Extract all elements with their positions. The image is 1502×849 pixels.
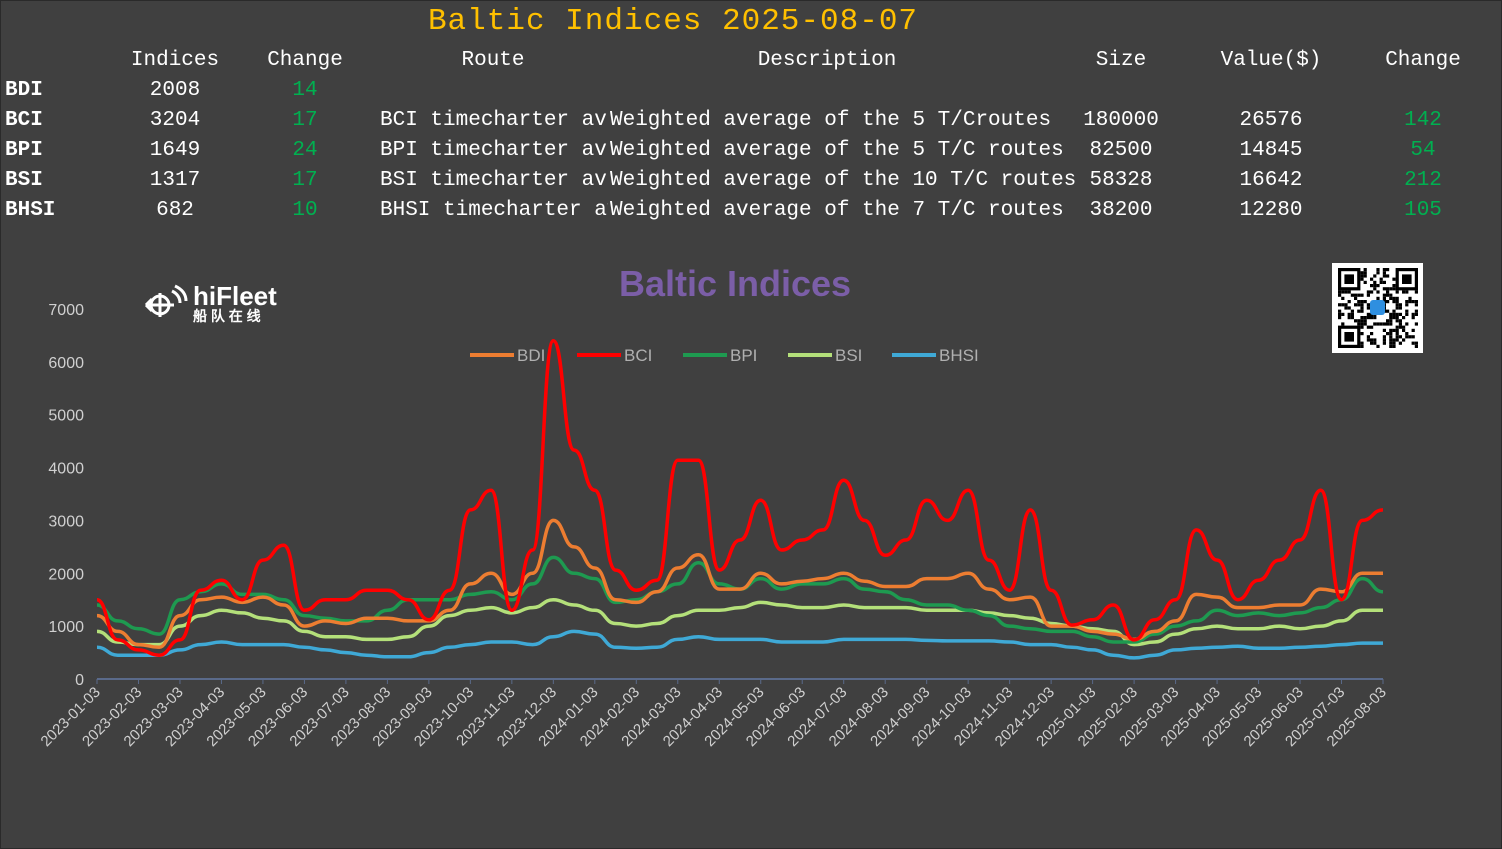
legend-item-bci[interactable]: BCI: [577, 346, 652, 365]
radar-target-icon: [144, 284, 188, 317]
cell-index: 2008: [149, 79, 201, 102]
cell-description: Weighted average of the 5 T/Croutes: [610, 109, 1052, 132]
col-header-indices: Indices: [130, 49, 220, 72]
col-header-route: Route: [461, 49, 525, 72]
cell-route: BPI timecharter average: [380, 139, 608, 162]
col-header-change: Change: [267, 49, 343, 72]
cell-name: BCI: [5, 109, 43, 132]
series-line-bsi: [96, 597, 1383, 647]
cell-value: 12280: [1239, 199, 1303, 222]
series-line-bhsi: [96, 629, 1383, 660]
page-title: Baltic Indices 2025-08-07: [427, 4, 919, 39]
cell-description: Weighted average of the 5 T/C routes: [610, 139, 1064, 162]
logo-brand: hiFleet: [193, 281, 277, 311]
logo-subtitle: 船 队 在 线: [193, 308, 261, 324]
cell-name: BSI: [5, 169, 43, 192]
cell-index: 1317: [149, 169, 201, 192]
y-tick-label: 2000: [48, 566, 84, 583]
cell-size: 82500: [1089, 139, 1153, 162]
cell-value-change: 212: [1404, 169, 1442, 192]
cell-change: 24: [292, 139, 318, 162]
chart-title: Baltic Indices: [619, 263, 851, 304]
col-header-value: Value($): [1220, 49, 1322, 72]
cell-value: 26576: [1239, 109, 1303, 132]
cell-name: BHSI: [5, 199, 56, 222]
cell-change: 17: [292, 169, 318, 192]
legend-item-bsi[interactable]: BSI: [788, 346, 862, 365]
cell-change: 14: [292, 79, 318, 102]
cell-change: 17: [292, 109, 318, 132]
cell-index: 682: [156, 199, 194, 222]
col-header-value-change: Change: [1385, 49, 1461, 72]
legend-label: BPI: [730, 346, 757, 365]
series-line-bdi: [96, 518, 1383, 650]
y-tick-label: 5000: [48, 408, 84, 425]
legend-label: BSI: [835, 346, 862, 365]
cell-value-change: 105: [1404, 199, 1442, 222]
series-line-bci: [96, 338, 1384, 657]
cell-route: BSI timecharter average: [380, 169, 608, 192]
cell-route: BHSI timecharter average: [380, 199, 608, 222]
y-tick-label: 6000: [48, 355, 84, 372]
y-tick-label: 7000: [48, 302, 84, 319]
cell-description: Weighted average of the 10 T/C routes: [610, 169, 1077, 192]
cell-value-change: 142: [1404, 109, 1442, 132]
cell-size: 58328: [1089, 169, 1153, 192]
cell-description: Weighted average of the 7 T/C routes: [610, 199, 1064, 222]
y-tick-label: 4000: [48, 461, 84, 478]
legend-item-bpi[interactable]: BPI: [683, 346, 757, 365]
cell-value: 16642: [1239, 169, 1303, 192]
legend-label: BHSI: [939, 346, 979, 365]
y-tick-label: 1000: [48, 619, 84, 636]
cell-value: 14845: [1239, 139, 1303, 162]
col-header-size: Size: [1095, 49, 1147, 72]
legend-label: BDI: [517, 346, 545, 365]
cell-size: 38200: [1089, 199, 1153, 222]
legend-item-bhsi[interactable]: BHSI: [892, 346, 979, 365]
cell-size: 180000: [1083, 109, 1159, 132]
cell-value-change: 54: [1410, 139, 1436, 162]
cell-change: 10: [292, 199, 318, 222]
legend-item-bdi[interactable]: BDI: [470, 346, 545, 365]
legend-label: BCI: [624, 346, 652, 365]
y-tick-label: 0: [75, 672, 84, 689]
qr-code[interactable]: [1332, 263, 1423, 353]
y-tick-label: 3000: [48, 513, 84, 530]
cell-index: 3204: [149, 109, 201, 132]
cell-name: BPI: [5, 139, 43, 162]
col-header-description: Description: [757, 49, 897, 72]
cell-route: BCI timecharter average: [380, 109, 608, 132]
cell-index: 1649: [149, 139, 201, 162]
cell-name: BDI: [5, 79, 43, 102]
